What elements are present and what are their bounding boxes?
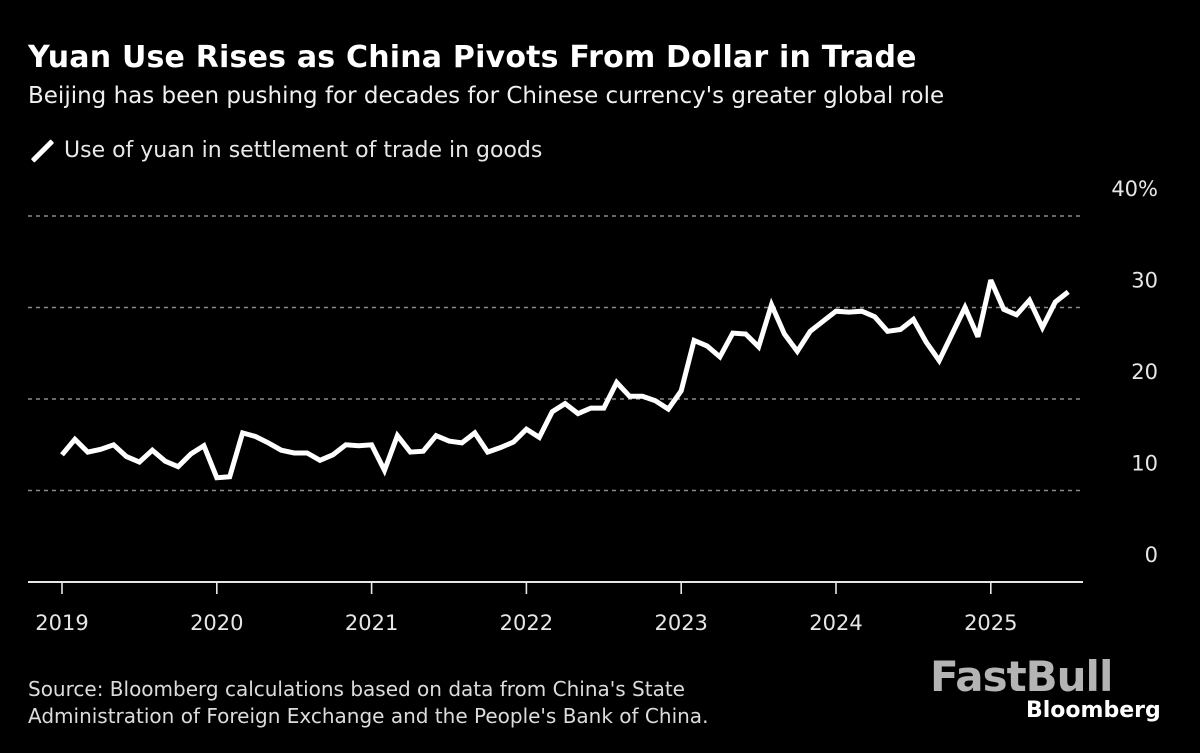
y-tick-label: 40% [1111,177,1158,201]
x-tick-label: 2021 [345,611,398,635]
series-line [60,279,1070,481]
y-tick-label: 20 [1131,360,1158,384]
x-tick-label: 2025 [964,611,1017,635]
y-tick-label: 30 [1131,269,1158,293]
bloomberg-logo: Bloomberg [1026,698,1161,723]
x-axis: 2019 2020 2021 2022 2023 2024 2025 [28,581,1083,635]
chart-title: Yuan Use Rises as China Pivots From Doll… [28,40,917,75]
gridlines [28,215,1083,492]
source-note: Source: Bloomberg calculations based on … [28,677,709,728]
y-axis: 0 10 20 30 40% [1111,177,1158,567]
legend-label: Use of yuan in settlement of trade in go… [64,138,543,163]
x-tick-label: 2020 [190,611,243,635]
x-tick-label: 2022 [500,611,553,635]
x-tick-label: 2023 [654,611,707,635]
series [60,279,1070,481]
legend: Use of yuan in settlement of trade in go… [30,138,542,163]
chart-subtitle: Beijing has been pushing for decades for… [28,83,945,109]
fastbull-watermark: FastBull [930,652,1113,701]
x-tick-label: 2019 [35,611,88,635]
y-tick-label: 10 [1131,452,1158,476]
x-tick-label: 2024 [809,611,862,635]
brand-logo: FastBull Bloomberg [930,652,1161,723]
y-tick-label: 0 [1145,543,1158,567]
